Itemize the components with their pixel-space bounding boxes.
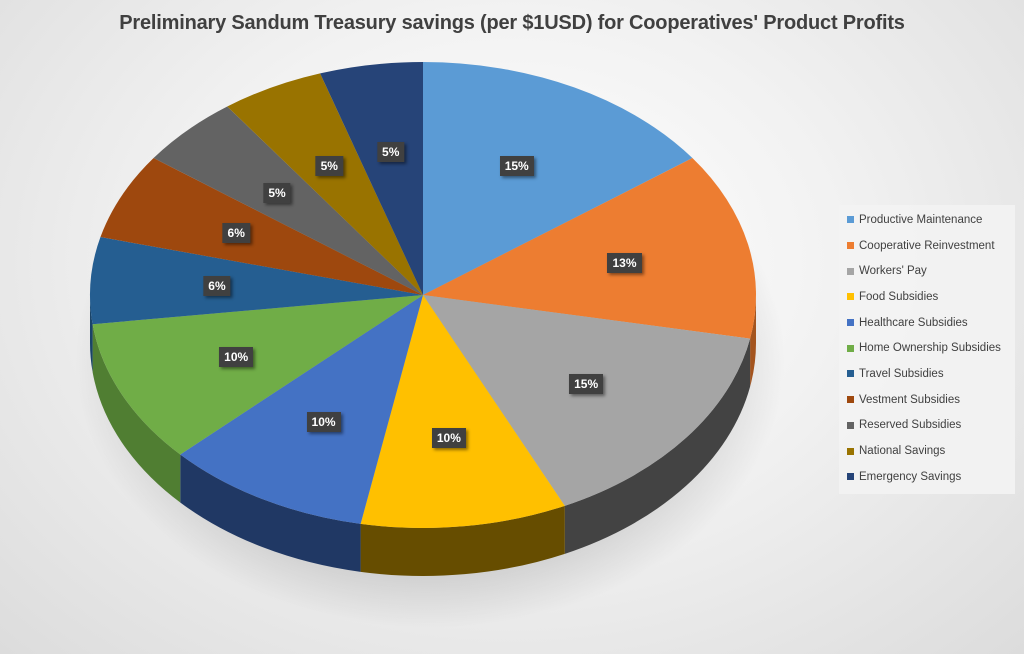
data-label: 10%: [306, 411, 341, 432]
legend-swatch: [847, 370, 854, 378]
legend-item-workers-pay[interactable]: Workers' Pay: [839, 258, 1015, 284]
pie-slice-healthcare-subsidies[interactable]: [180, 295, 423, 524]
data-label: 5%: [315, 156, 343, 177]
slice-side: [750, 295, 756, 387]
legend-swatch: [847, 267, 854, 275]
legend-swatch: [847, 473, 854, 481]
legend-swatch: [847, 447, 854, 455]
legend-label: National Savings: [859, 445, 946, 458]
pie-slice-vestment-subsidies[interactable]: [100, 158, 424, 295]
data-label: 10%: [431, 428, 466, 449]
pie-slice-home-ownership-subsidies[interactable]: [92, 295, 424, 455]
slice-side: [90, 295, 93, 373]
slice-side: [180, 454, 361, 572]
slice-side: [360, 505, 565, 576]
pie-slice-cooperative-reinvestment[interactable]: [423, 158, 757, 339]
legend-swatch: [847, 396, 854, 404]
legend-item-cooperative-reinvestment[interactable]: Cooperative Reinvestment: [839, 233, 1015, 259]
legend-label: Reserved Subsidies: [859, 419, 962, 432]
legend-label: Cooperative Reinvestment: [859, 239, 995, 252]
data-label: 6%: [222, 223, 250, 244]
data-label: 6%: [203, 275, 231, 296]
legend-item-home-ownership-subsidies[interactable]: Home Ownership Subsidies: [839, 335, 1015, 361]
legend-swatch: [847, 293, 854, 301]
legend-swatch: [847, 421, 854, 429]
data-label: 5%: [377, 142, 405, 163]
legend-item-reserved-subsidies[interactable]: Reserved Subsidies: [839, 413, 1015, 439]
data-label: 13%: [607, 253, 642, 274]
chart-title: Preliminary Sandum Treasury savings (per…: [119, 12, 905, 34]
pie-slice-productive-maintenance[interactable]: [423, 62, 693, 295]
pie-slice-national-savings[interactable]: [227, 73, 423, 295]
data-label: 15%: [569, 373, 604, 394]
pie-slice-workers-pay[interactable]: [423, 295, 751, 506]
legend-item-travel-subsidies[interactable]: Travel Subsidies: [839, 361, 1015, 387]
legend-label: Emergency Savings: [859, 470, 962, 483]
slice-side: [92, 324, 181, 503]
legend-item-healthcare-subsidies[interactable]: Healthcare Subsidies: [839, 310, 1015, 336]
legend: Productive Maintenance Cooperative Reinv…: [839, 205, 1015, 494]
legend-label: Healthcare Subsidies: [859, 316, 968, 329]
legend-swatch: [847, 344, 854, 352]
legend-item-national-savings[interactable]: National Savings: [839, 438, 1015, 464]
legend-swatch: [847, 216, 854, 224]
pie-sides: [90, 295, 756, 576]
legend-label: Workers' Pay: [859, 265, 927, 278]
slice-side: [564, 338, 751, 554]
pie-slice-food-subsidies[interactable]: [360, 295, 565, 528]
pie-slices: [90, 62, 757, 528]
legend-item-emergency-savings[interactable]: Emergency Savings: [839, 464, 1015, 490]
legend-label: Productive Maintenance: [859, 213, 983, 226]
legend-swatch: [847, 242, 854, 250]
data-label: 5%: [263, 182, 291, 203]
legend-label: Food Subsidies: [859, 290, 939, 303]
legend-label: Travel Subsidies: [859, 367, 944, 380]
pie-slice-emergency-savings[interactable]: [320, 62, 423, 295]
pie-slice-travel-subsidies[interactable]: [90, 237, 424, 325]
data-label: 10%: [219, 346, 254, 367]
data-label: 15%: [499, 156, 534, 177]
legend-item-vestment-subsidies[interactable]: Vestment Subsidies: [839, 387, 1015, 413]
legend-item-food-subsidies[interactable]: Food Subsidies: [839, 284, 1015, 310]
legend-swatch: [847, 319, 854, 327]
legend-item-productive-maintenance[interactable]: Productive Maintenance: [839, 207, 1015, 233]
legend-label: Vestment Subsidies: [859, 393, 961, 406]
legend-label: Home Ownership Subsidies: [859, 342, 1001, 355]
